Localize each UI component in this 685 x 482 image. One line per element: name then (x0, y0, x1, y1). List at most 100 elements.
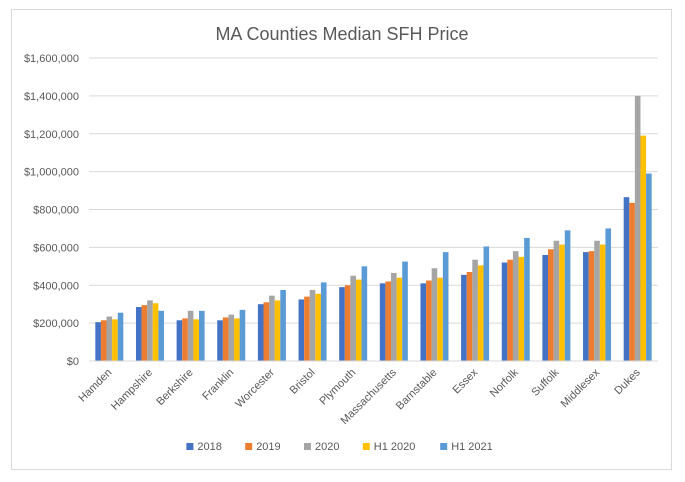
x-tick-label: Hampshire (109, 367, 155, 413)
bar-hamden-2018 (95, 322, 101, 361)
y-tick-label: $1,200,000 (24, 129, 79, 141)
chart-frame: MA Counties Median SFH Price $0 $200,000 $… (11, 9, 672, 470)
bar-hampshire-2019 (141, 305, 148, 361)
bar-essex-h1-2021 (483, 246, 490, 361)
chart-title: MA Counties Median SFH Price (215, 24, 468, 44)
legend-label: 2019 (256, 441, 280, 453)
bar-bristol-2019 (304, 296, 310, 361)
bar-middlesex-2020 (594, 240, 600, 361)
y-axis-ticks: $0 $200,000 $400,000 $600,000 $800,000 $1,000… (24, 53, 79, 368)
chart-svg: MA Counties Median SFH Price $0$200,000$… (24, 24, 658, 453)
bar-barnstable-h1-2021 (442, 252, 449, 361)
bar-worcester-2019 (263, 302, 270, 361)
bar-essex-2019 (466, 271, 473, 361)
bar-berkshire-2019 (182, 318, 188, 361)
bar-dukes-2018 (623, 197, 630, 361)
bar-massachusetts-2019 (385, 281, 392, 361)
legend-label: 2018 (197, 441, 221, 453)
bar-plymouth-2020 (350, 275, 356, 361)
bar-middlesex-2019 (588, 251, 595, 361)
bar-hampshire-2020 (147, 300, 153, 361)
bar-essex-2018 (461, 274, 467, 361)
bar-franklin-h1-2020 (234, 318, 240, 361)
bar-suffolk-h1-2021 (564, 230, 571, 361)
legend-swatch (440, 443, 448, 450)
bar-massachusetts-2020 (391, 272, 397, 361)
bar-norfolk-h1-2021 (524, 237, 530, 361)
legend-label: 2020 (315, 441, 339, 453)
bar-dukes-2019 (629, 202, 635, 361)
bar-bristol-2020 (309, 289, 316, 361)
bar-norfolk-2020 (512, 251, 519, 361)
y-tick-label: $1,400,000 (24, 91, 79, 103)
bar-berkshire-h1-2021 (199, 310, 205, 361)
bar-plymouth-h1-2020 (355, 279, 362, 361)
bar-massachusetts-h1-2020 (396, 277, 403, 361)
y-tick-label: $1,600,000 (24, 53, 79, 65)
legend: 2018 2019 2020 H1 2020 H1 2021 (186, 441, 493, 453)
bar-norfolk-h1-2020 (518, 256, 525, 361)
bar-berkshire-h1-2020 (193, 319, 200, 361)
bar-bristol-h1-2021 (320, 282, 327, 361)
bar-suffolk-2018 (542, 254, 548, 361)
bar-worcester-2018 (257, 304, 264, 361)
bar-suffolk-2020 (553, 240, 560, 361)
y-tick-label: $400,000 (33, 280, 79, 292)
x-tick-label: Berkshire (154, 367, 195, 408)
bar-plymouth-h1-2021 (361, 266, 368, 361)
x-tick-label: Hamden (77, 367, 115, 405)
bars (95, 95, 652, 361)
bar-hampshire-h1-2021 (158, 310, 164, 361)
bar-massachusetts-2018 (379, 283, 386, 361)
bar-essex-h1-2020 (477, 265, 484, 361)
y-tick-label: $800,000 (33, 205, 79, 217)
bar-franklin-2019 (222, 317, 229, 361)
bar-middlesex-h1-2020 (599, 244, 606, 361)
bar-worcester-h1-2021 (280, 289, 286, 361)
bar-norfolk-2018 (501, 262, 508, 361)
bar-massachusetts-h1-2021 (402, 261, 408, 361)
bar-dukes-h1-2020 (640, 135, 647, 361)
bar-bristol-2018 (298, 299, 305, 361)
y-tick-label: $1,000,000 (24, 167, 79, 179)
bar-franklin-2018 (217, 320, 223, 361)
bar-hamden-h1-2021 (117, 312, 124, 361)
legend-label: H1 2020 (374, 441, 416, 453)
bar-franklin-2020 (228, 314, 235, 361)
bar-middlesex-h1-2021 (605, 228, 612, 361)
bar-suffolk-2019 (547, 249, 554, 361)
bar-hamden-h1-2020 (112, 319, 118, 361)
bar-hamden-2020 (106, 316, 113, 361)
x-tick-label: Essex (451, 366, 481, 396)
bar-bristol-h1-2020 (315, 293, 321, 361)
y-tick-label: $200,000 (33, 318, 79, 330)
bar-norfolk-2019 (507, 259, 513, 361)
bar-berkshire-2020 (187, 310, 194, 361)
x-tick-label: Suffolk (529, 366, 561, 398)
x-tick-label: Barnstable (394, 367, 440, 413)
x-tick-label: Middlesex (559, 366, 603, 410)
bar-franklin-h1-2021 (239, 309, 246, 361)
bar-worcester-h1-2020 (274, 300, 281, 361)
bar-barnstable-2018 (420, 283, 427, 361)
legend-swatch (362, 443, 370, 450)
bar-plymouth-2019 (344, 285, 351, 361)
bar-barnstable-2019 (426, 280, 432, 361)
y-tick-label: $0 (67, 356, 79, 368)
bar-middlesex-2018 (583, 252, 589, 361)
legend-swatch (186, 443, 194, 450)
y-tick-label: $600,000 (33, 242, 79, 254)
legend-swatch (245, 443, 253, 450)
bar-berkshire-2018 (176, 320, 183, 361)
x-tick-label: Bristol (288, 367, 318, 397)
bar-essex-2020 (472, 259, 478, 361)
bar-worcester-2020 (269, 295, 275, 361)
x-tick-label: Dukes (612, 366, 643, 397)
x-tick-label: Norfolk (488, 366, 521, 399)
bar-hampshire-2018 (135, 307, 142, 361)
x-tick-label: Worcester (233, 366, 277, 410)
bar-barnstable-2020 (431, 268, 438, 361)
gridlines (89, 57, 658, 324)
legend-swatch (304, 443, 311, 450)
